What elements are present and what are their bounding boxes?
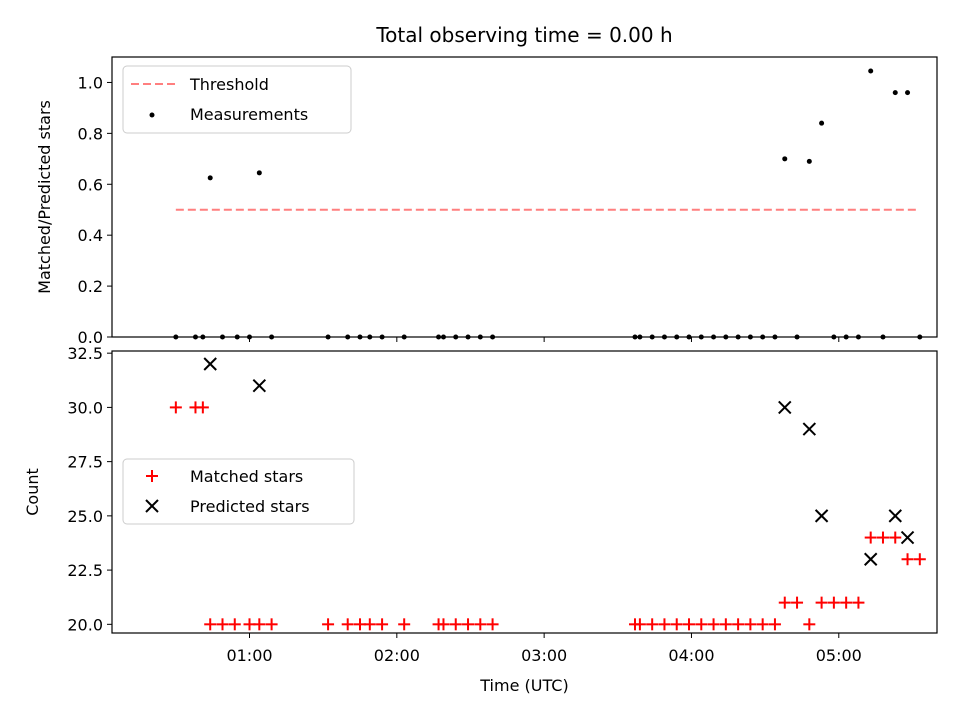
measurement-point xyxy=(905,90,911,96)
matched-star-point xyxy=(695,618,708,631)
measurement-point xyxy=(806,158,812,164)
matched-star-point xyxy=(864,531,877,544)
predicted-star-point xyxy=(863,552,878,566)
bottom-y-tick-label: 30.0 xyxy=(67,398,103,417)
matched-star-point xyxy=(803,618,816,631)
predicted-star-point xyxy=(900,530,915,545)
x-tick-label: 03:00 xyxy=(521,646,567,665)
matched-star-point xyxy=(778,596,791,609)
predicted-star-point xyxy=(203,357,217,371)
matched-star-point xyxy=(486,618,499,631)
bottom-y-axis-label: Count xyxy=(23,468,42,516)
measurement-point xyxy=(868,68,874,74)
x-axis-label: Time (UTC) xyxy=(479,676,568,695)
top-legend: Threshold Measurements xyxy=(122,65,352,134)
bottom-marks xyxy=(169,357,926,631)
matched-star-point xyxy=(840,596,853,609)
chart-title: Total observing time = 0.00 h xyxy=(375,23,672,47)
matched-star-point xyxy=(341,618,354,631)
top-legend-box xyxy=(122,65,352,134)
matched-star-point xyxy=(791,596,804,609)
matched-star-point xyxy=(913,553,926,566)
matched-star-point xyxy=(707,618,720,631)
predicted-star-point xyxy=(802,422,817,436)
matched-star-point xyxy=(398,618,411,631)
bottom-y-tick-label: 22.5 xyxy=(67,561,103,580)
matched-star-point xyxy=(646,618,659,631)
top-x-axis xyxy=(249,337,840,342)
top-y-tick-label: 0.6 xyxy=(78,175,103,194)
bottom-panel: 20.0 22.5 25.0 27.5 30.0 32.5 01:00 02:00 03:00… xyxy=(23,344,938,695)
matched-star-point xyxy=(732,618,745,631)
top-y-tick-label: 0.4 xyxy=(78,226,103,245)
bottom-y-tick-label: 27.5 xyxy=(67,453,103,472)
top-y-tick-label: 0.8 xyxy=(78,124,103,143)
bottom-x-axis: 01:00 02:00 03:00 04:00 05:00 xyxy=(226,633,862,665)
bottom-y-tick-label: 32.5 xyxy=(67,344,103,363)
matched-star-point xyxy=(889,531,902,544)
matched-star-point xyxy=(658,618,671,631)
measurement-point xyxy=(782,156,788,162)
matched-star-point xyxy=(322,618,335,631)
matched-star-point xyxy=(815,596,828,609)
legend-matched-swatch xyxy=(146,470,158,482)
measurement-point xyxy=(256,170,262,176)
matched-star-point xyxy=(228,618,241,631)
legend-matched-label: Matched stars xyxy=(190,467,303,486)
top-y-tick-label: 1.0 xyxy=(78,73,103,92)
measurement-point xyxy=(819,120,825,126)
matched-star-point xyxy=(670,618,683,631)
matched-star-point xyxy=(169,401,182,414)
bottom-y-axis: 20.0 22.5 25.0 27.5 30.0 32.5 xyxy=(67,344,112,634)
top-y-axis-label: Matched/Predicted stars xyxy=(35,100,54,294)
bottom-y-tick-label: 25.0 xyxy=(67,507,103,526)
predicted-star-point xyxy=(814,509,829,523)
top-panel: 0.0 0.2 0.4 0.6 0.8 1.0 Matched/Predicted sta… xyxy=(35,56,938,347)
matched-star-point xyxy=(265,618,278,631)
top-y-axis: 0.0 0.2 0.4 0.6 0.8 1.0 xyxy=(78,73,112,347)
x-tick-label: 04:00 xyxy=(668,646,714,665)
legend-measurements-label: Measurements xyxy=(190,105,308,124)
measurement-point xyxy=(207,175,213,181)
matched-star-point xyxy=(768,618,781,631)
legend-threshold-label: Threshold xyxy=(189,75,269,94)
predicted-star-point xyxy=(778,400,792,415)
matched-star-point xyxy=(196,401,209,414)
bottom-plot-frame xyxy=(111,350,938,634)
matched-star-point xyxy=(437,618,450,631)
matched-star-point xyxy=(633,618,646,631)
x-tick-label: 02:00 xyxy=(374,646,420,665)
matched-star-point xyxy=(744,618,757,631)
legend-predicted-label: Predicted stars xyxy=(190,497,310,516)
bottom-legend: Matched stars Predicted stars xyxy=(122,458,355,525)
matched-star-point xyxy=(719,618,732,631)
measurement-point xyxy=(892,90,898,96)
x-tick-label: 05:00 xyxy=(816,646,862,665)
bottom-y-tick-label: 20.0 xyxy=(67,615,103,634)
legend-measurements-swatch xyxy=(149,112,155,118)
predicted-star-point xyxy=(252,379,267,393)
bottom-legend-box xyxy=(122,458,355,525)
legend-predicted-swatch xyxy=(145,499,159,513)
matched-star-point xyxy=(474,618,487,631)
top-y-tick-label: 0.0 xyxy=(78,328,103,347)
matched-star-point xyxy=(363,618,376,631)
matched-star-point xyxy=(852,596,865,609)
matched-star-point xyxy=(683,618,696,631)
predicted-star-point xyxy=(888,509,902,523)
matched-star-point xyxy=(253,618,266,631)
matched-star-point xyxy=(376,618,389,631)
matched-star-point xyxy=(449,618,462,631)
top-y-tick-label: 0.2 xyxy=(78,277,103,296)
matched-star-point xyxy=(827,596,840,609)
top-plot-frame xyxy=(111,56,938,338)
x-tick-label: 01:00 xyxy=(226,646,272,665)
matched-star-point xyxy=(876,531,889,544)
matched-star-point xyxy=(462,618,475,631)
matched-star-point xyxy=(756,618,769,631)
matched-star-point xyxy=(204,618,217,631)
matched-star-point xyxy=(901,553,914,566)
matched-star-point xyxy=(216,618,229,631)
